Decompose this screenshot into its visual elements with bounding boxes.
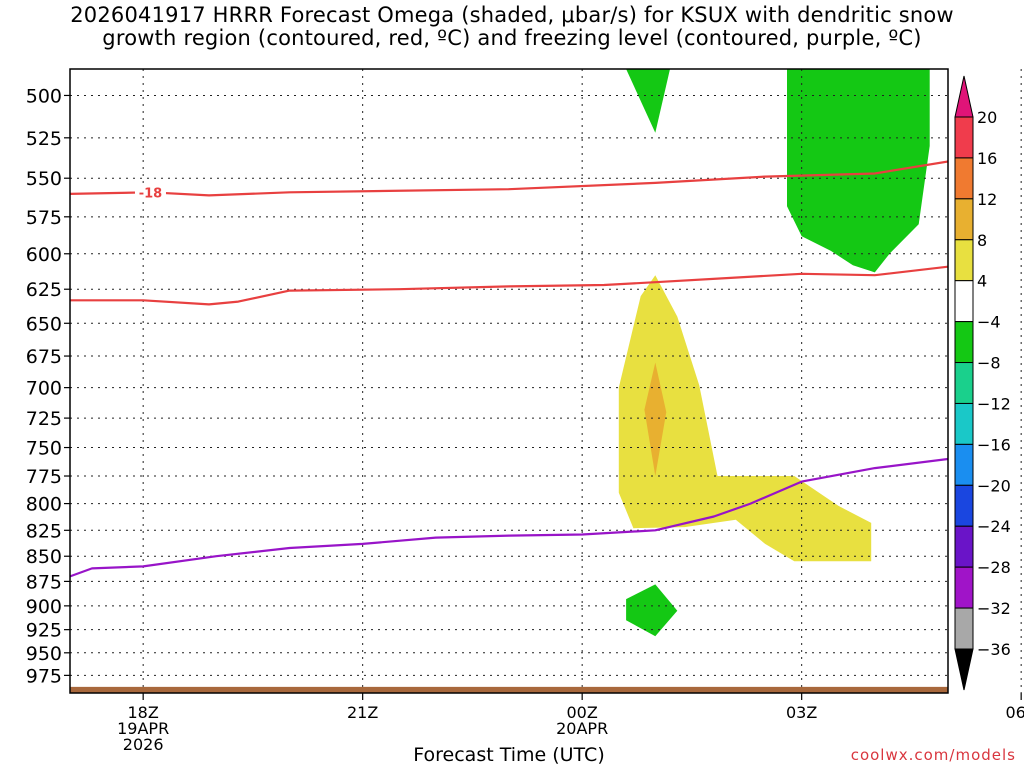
plot-frame: [69, 68, 949, 694]
x-tick-label-18-2: 2026: [123, 735, 164, 754]
grid-lines: [70, 69, 1022, 693]
colorbar-swatch-9: [954, 484, 974, 527]
y-tick-label-550: 550: [26, 168, 62, 190]
colorbar-label-2: 12: [977, 190, 997, 209]
colorbar-bottom-arrow: [954, 648, 974, 691]
colorbar-swatch-0: [954, 116, 974, 159]
y-tick-label-925: 925: [26, 620, 62, 642]
y-tick-label-800: 800: [26, 494, 62, 516]
chart-title-line-2: growth region (contoured, red, ºC) and f…: [102, 26, 922, 50]
x-tick-label-24-0: 00Z: [567, 703, 598, 722]
y-tick-label-600: 600: [26, 244, 62, 266]
colorbar-swatch-12: [954, 607, 974, 650]
y-tick-label-700: 700: [26, 378, 62, 400]
y-tick-label-725: 725: [26, 408, 62, 430]
omega-region-0: [626, 69, 670, 133]
y-tick-label-650: 650: [26, 313, 62, 335]
y-tick-label-625: 625: [26, 279, 62, 301]
colorbar-label-1: 16: [977, 149, 997, 168]
colorbar-swatch-5: [954, 321, 974, 364]
x-tick-label-21-0: 21Z: [347, 703, 378, 722]
y-tick-label-775: 775: [26, 466, 62, 488]
colorbar-label-3: 8: [977, 231, 987, 250]
colorbar-label-7: −12: [977, 394, 1011, 413]
colorbar-label-13: −36: [977, 640, 1011, 659]
credit-text: coolwx.com/models: [850, 746, 1016, 764]
omega-region-6: [618, 275, 872, 562]
x-tick-label-18-0: 18Z: [128, 703, 159, 722]
colorbar: 20 16 12 8 4 −4 −8 −12 −16 −20 −24 −28 −32 −36: [954, 75, 1011, 691]
colorbar-swatch-11: [954, 566, 974, 609]
colorbar-swatch-10: [954, 525, 974, 568]
ground-layer: [70, 686, 948, 693]
contour-label-bg-0: [134, 185, 166, 200]
y-tick-label-675: 675: [26, 346, 62, 368]
colorbar-label-0: 20: [977, 108, 997, 127]
y-tick-label-900: 900: [26, 596, 62, 618]
y-tick-label-750: 750: [26, 438, 62, 460]
colorbar-label-8: −16: [977, 435, 1011, 454]
contour-line-1: [70, 265, 948, 306]
colorbar-label-4: 4: [977, 272, 987, 291]
colorbar-swatch-8: [954, 443, 974, 486]
y-tick-label-825: 825: [26, 520, 62, 542]
temperature-contours: -180: [70, 160, 948, 578]
chart-title: 2026041917 HRRR Forecast Omega (shaded, …: [0, 4, 1024, 50]
colorbar-label-11: −28: [977, 558, 1011, 577]
colorbar-swatch-4: [954, 280, 974, 323]
x-axis: 18Z19APR202621Z00Z20APR03Z06Z09Z: [117, 693, 1024, 754]
y-tick-label-975: 975: [26, 665, 62, 687]
x-tick-label-24-1: 20APR: [556, 719, 608, 738]
omega-region-1: [787, 69, 930, 273]
ground-bar: [70, 686, 948, 693]
y-tick-label-525: 525: [26, 128, 62, 150]
colorbar-swatch-1: [954, 157, 974, 200]
omega-region-2: [1018, 69, 1024, 527]
colorbar-swatch-6: [954, 362, 974, 404]
x-tick-label-18-1: 19APR: [117, 719, 169, 738]
contour-line-0: [70, 160, 948, 197]
omega-region-4: [626, 584, 678, 637]
colorbar-swatch-3: [954, 239, 974, 282]
contour-line-2: [70, 457, 948, 578]
colorbar-top-arrow: [954, 75, 974, 118]
y-tick-label-875: 875: [26, 571, 62, 593]
colorbar-label-5: −4: [977, 313, 1001, 332]
x-tick-label-27-0: 03Z: [786, 703, 817, 722]
y-tick-label-950: 950: [26, 643, 62, 665]
omega-shaded-regions: [618, 69, 1024, 637]
omega-region-7: [644, 362, 667, 476]
x-axis-label: Forecast Time (UTC): [413, 744, 605, 766]
y-tick-label-575: 575: [26, 207, 62, 229]
y-tick-label-850: 850: [26, 546, 62, 568]
y-tick-label-500: 500: [26, 85, 62, 107]
colorbar-label-12: −32: [977, 599, 1011, 618]
y-axis: 500 525 550 575 600 625 650 675 700 725 750 775 800 8…: [26, 85, 70, 687]
colorbar-swatch-7: [954, 402, 974, 445]
chart-title-line-1: 2026041917 HRRR Forecast Omega (shaded, …: [70, 3, 954, 27]
colorbar-label-9: −20: [977, 476, 1011, 495]
contour-label-0: -18: [139, 186, 163, 201]
colorbar-label-6: −8: [977, 354, 1001, 373]
colorbar-label-10: −24: [977, 517, 1011, 536]
x-tick-label-30-0: 06Z: [1006, 703, 1024, 722]
colorbar-swatch-2: [954, 198, 974, 241]
